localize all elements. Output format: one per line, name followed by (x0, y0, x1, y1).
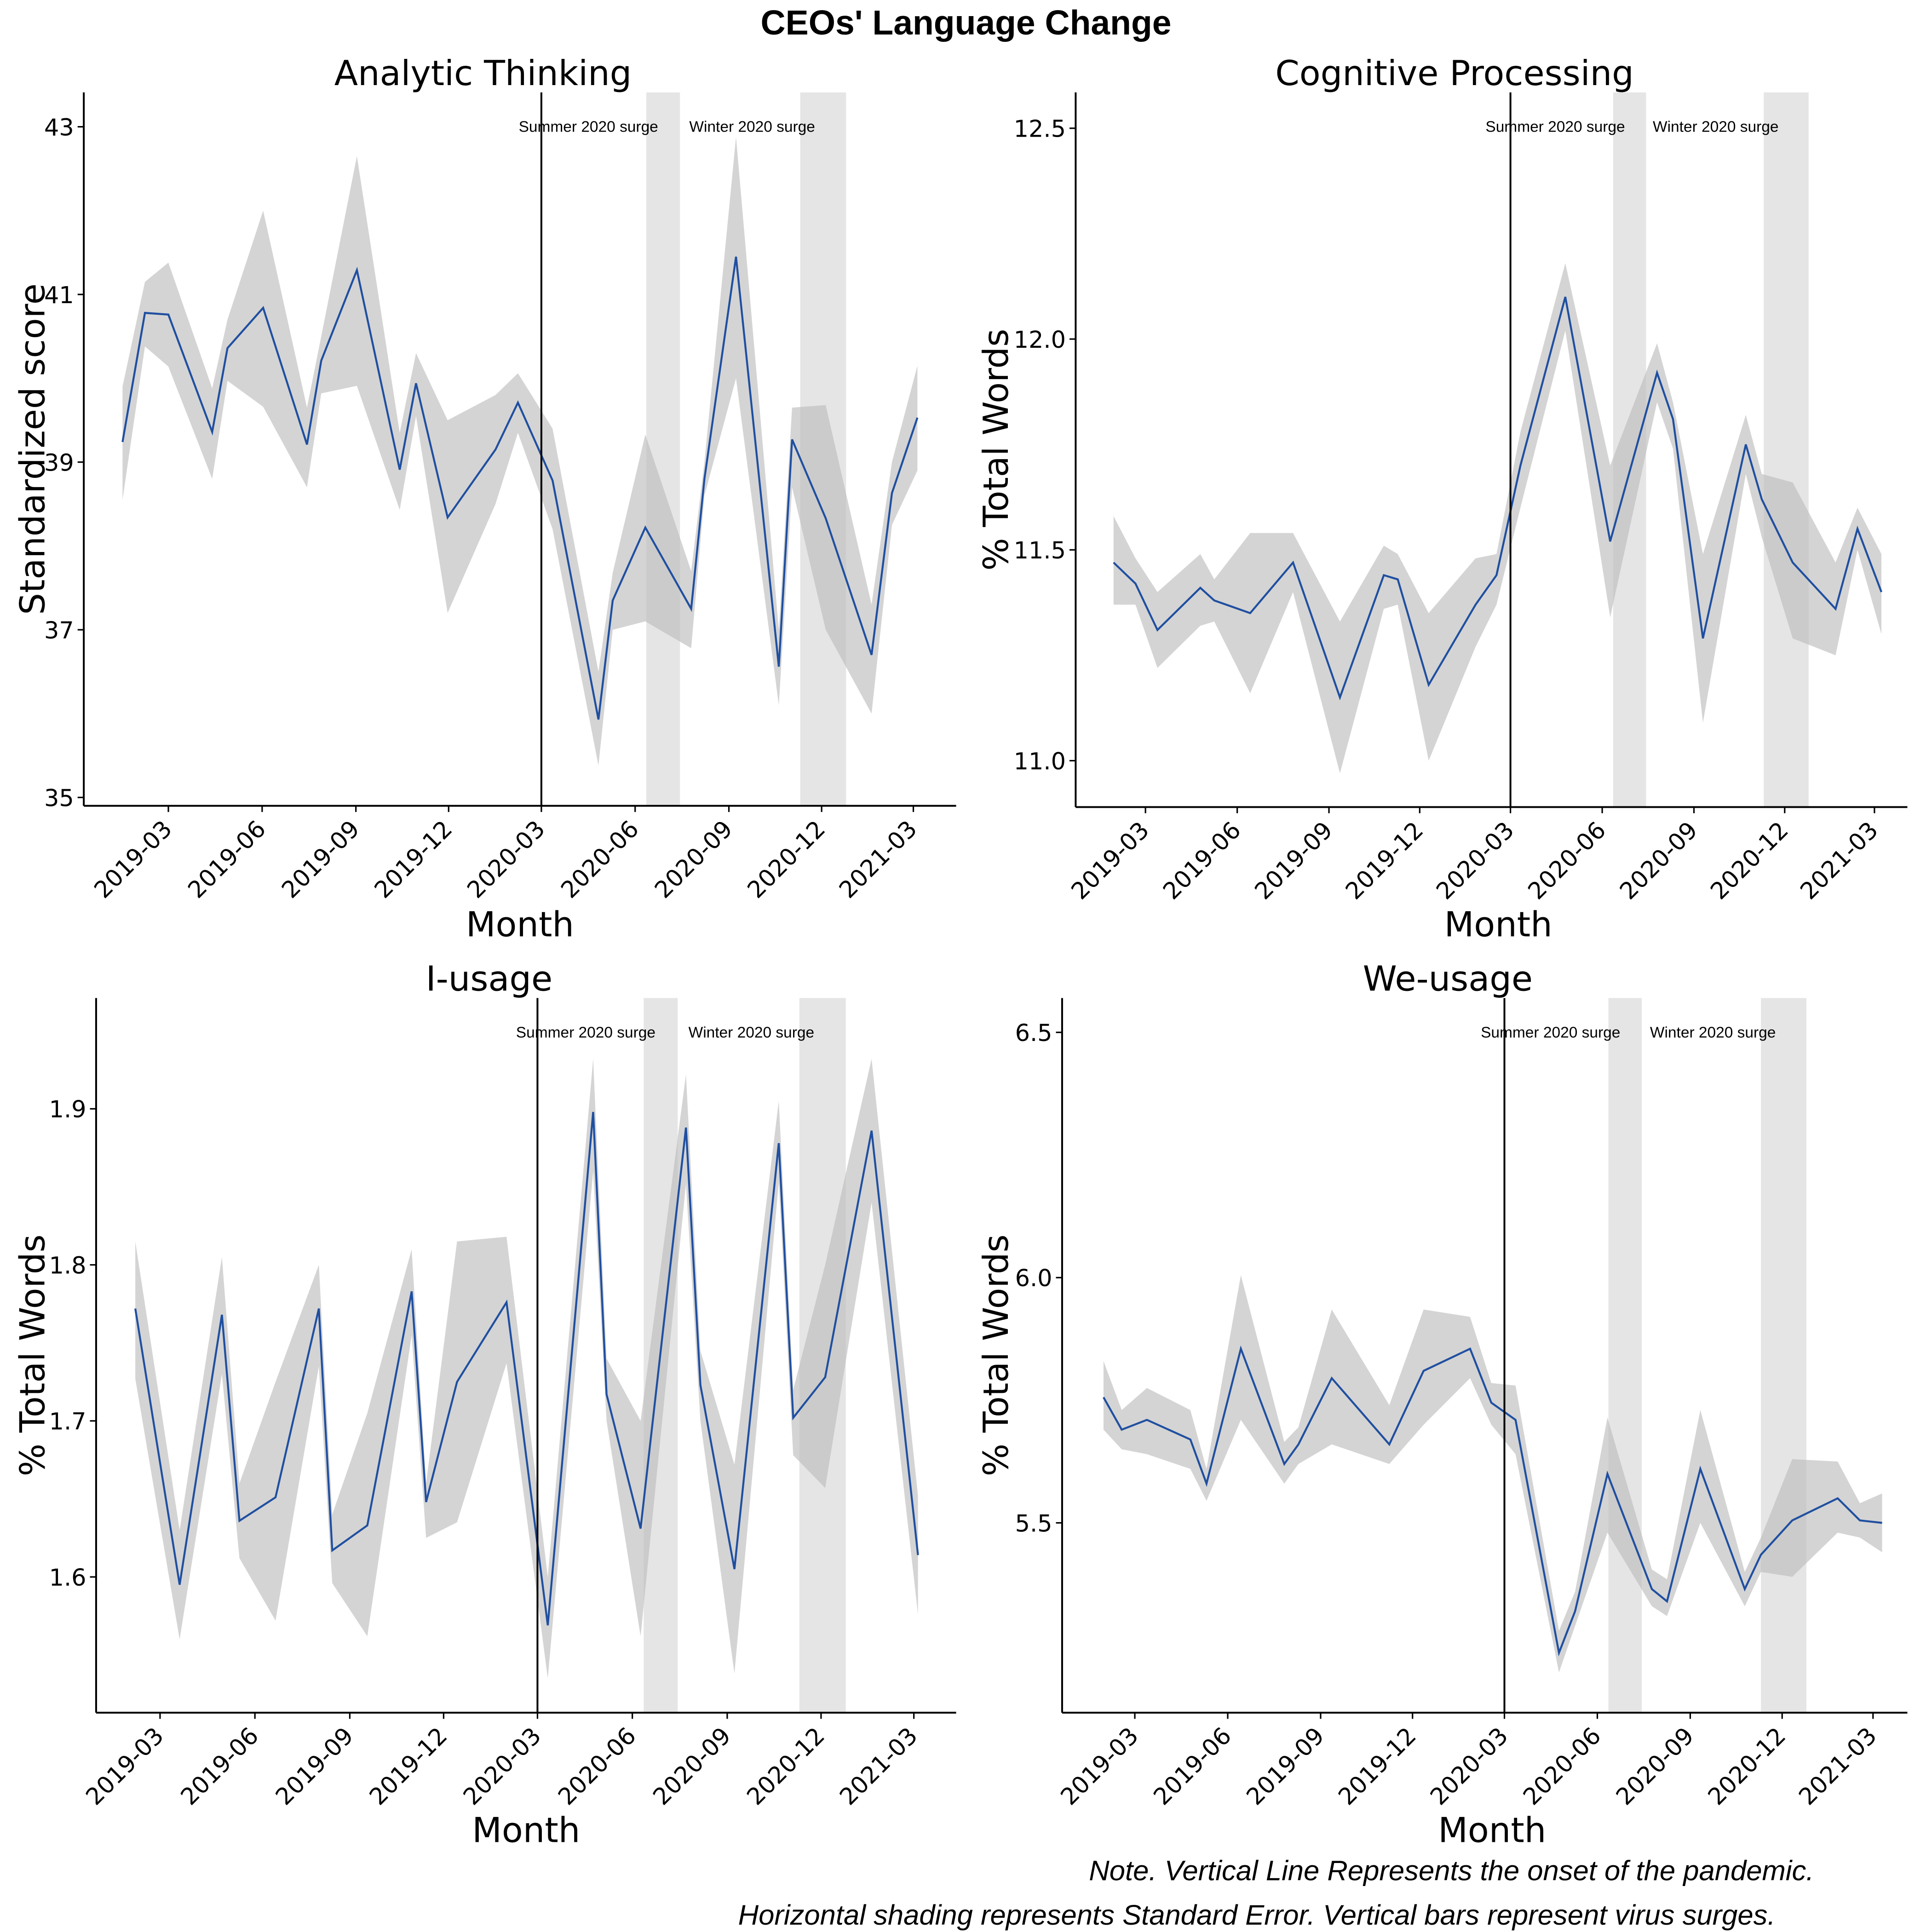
x-axis-label: Month (466, 904, 574, 945)
y-tick-label: 6.0 (1015, 1265, 1052, 1292)
series-line (1113, 296, 1883, 701)
y-tick-label: 41 (44, 282, 74, 309)
y-tick-label: 11.0 (1014, 748, 1066, 775)
x-axis-label: Month (472, 1810, 580, 1850)
y-axis-label: % Total Words (976, 329, 1016, 571)
y-tick-label: 12.5 (1014, 116, 1066, 143)
y-axis-label: % Total Words (12, 1234, 52, 1476)
y-tick-label: 1.7 (49, 1409, 86, 1436)
y-axis-label: % Total Words (976, 1234, 1016, 1476)
surge-label: Summer 2020 surge (1481, 1024, 1620, 1041)
panel-title: Cognitive Processing (1275, 53, 1633, 93)
surge-bar (1608, 998, 1642, 1713)
panel-title: Analytic Thinking (334, 53, 632, 93)
surge-bar (1764, 92, 1809, 807)
x-axis-label: Month (1444, 904, 1552, 945)
series-line (121, 256, 919, 720)
y-tick-label: 35 (44, 785, 74, 812)
series-line (1103, 1345, 1882, 1656)
surge-label: Winter 2020 surge (1653, 119, 1778, 136)
surge-label: Winter 2020 surge (689, 119, 815, 136)
surge-label: Summer 2020 surge (516, 1024, 656, 1041)
y-tick-label: 5.5 (1015, 1510, 1052, 1537)
y-tick-label: 1.9 (49, 1096, 86, 1123)
surge-label: Summer 2020 surge (519, 119, 658, 136)
y-tick-label: 12.0 (1014, 327, 1066, 354)
surge-bar (646, 92, 680, 806)
y-tick-label: 43 (44, 114, 74, 141)
surge-bar (1761, 998, 1806, 1713)
y-tick-label: 1.6 (49, 1564, 86, 1592)
series-line (134, 1112, 919, 1626)
x-axis-label: Month (1438, 1810, 1546, 1850)
panel-title: I-usage (426, 959, 553, 999)
standard-error-band (1113, 263, 1882, 774)
surge-label: Summer 2020 surge (1485, 119, 1625, 136)
surge-label: Winter 2020 surge (689, 1024, 814, 1041)
y-tick-label: 1.8 (49, 1252, 86, 1279)
y-tick-label: 39 (44, 449, 74, 477)
note-line-2: Horizontal shading represents Standard E… (738, 1899, 1776, 1931)
y-axis-label: Standardized score (12, 283, 52, 615)
y-tick-label: 37 (44, 617, 74, 644)
panel-title: We-usage (1363, 959, 1533, 999)
standard-error-band (122, 137, 918, 766)
y-tick-label: 6.5 (1015, 1020, 1052, 1047)
note-line-1: Note. Vertical Line Represents the onset… (1089, 1855, 1814, 1887)
figure-title: CEOs' Language Change (761, 3, 1172, 42)
y-tick-label: 11.5 (1014, 537, 1066, 564)
surge-label: Winter 2020 surge (1650, 1024, 1776, 1041)
